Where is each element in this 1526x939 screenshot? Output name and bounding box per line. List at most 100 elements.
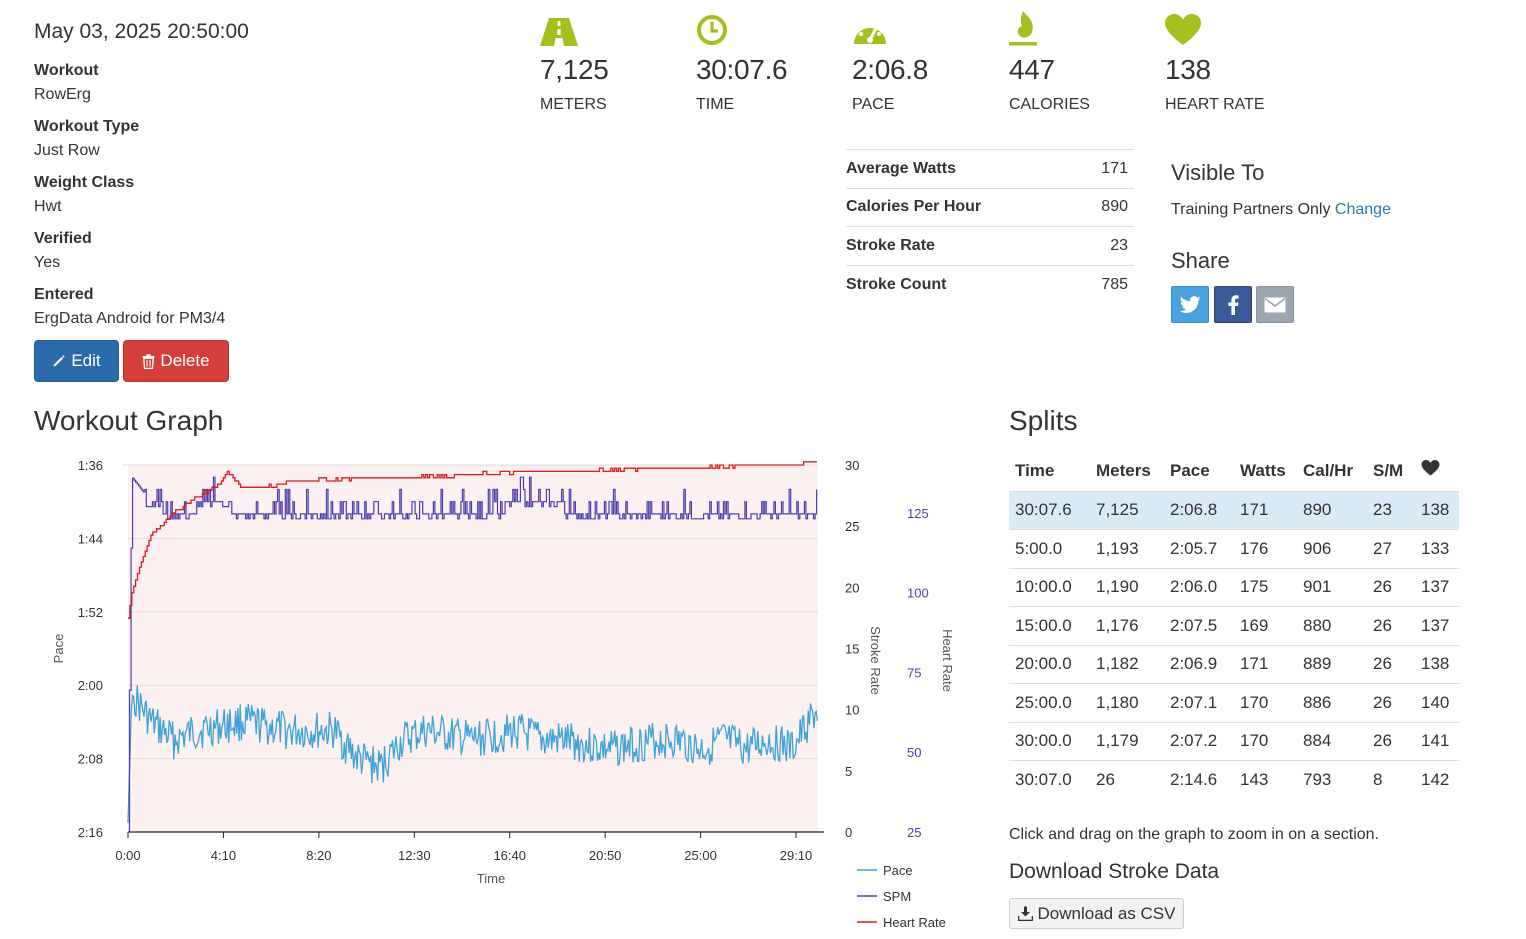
stat-value: 7,125 (540, 54, 609, 85)
heart-icon (1165, 10, 1315, 46)
split-cell: 171 (1234, 490, 1297, 530)
workout-graph[interactable]: 1:36 1:44 1:52 2:00 2:08 2:16 0:00 4:10 8:20 12:3… (0, 440, 990, 939)
heart-rate-tick-label: 125 (907, 506, 929, 521)
split-cell: 137 (1415, 567, 1459, 607)
splits-title: Splits (1009, 405, 1078, 436)
split-cell: 1,190 (1090, 567, 1164, 607)
stat-label: Pace (852, 96, 895, 113)
split-cell: 889 (1297, 644, 1367, 684)
split-cell: 175 (1234, 567, 1297, 607)
detail-value: Just Row (34, 142, 100, 159)
split-cell: 26 (1367, 567, 1415, 607)
heart-rate-tick-label: 75 (907, 665, 921, 680)
split-cell: 26 (1367, 683, 1415, 722)
detail-label: Weight Class (34, 174, 135, 191)
splits-row: 30:07.0 26 2:14.6 143 793 8 142 (1009, 760, 1459, 799)
download-csv-button[interactable]: Download as CSV (1009, 898, 1184, 929)
column-header: Cal/Hr (1303, 460, 1354, 480)
stat-heart-rate: 138 Heart Rate (1165, 10, 1315, 114)
split-cell: 138 (1415, 490, 1459, 530)
column-header: Meters (1096, 460, 1151, 480)
metrics-table: Average Watts 171 Calories Per Hour 890 … (846, 149, 1134, 304)
delete-button[interactable]: Delete (123, 340, 229, 382)
stat-value: 2:06.8 (852, 54, 929, 85)
split-cell: 141 (1415, 721, 1459, 761)
legend-spm-label: SPM (883, 889, 911, 904)
metric-row: Average Watts 171 (846, 149, 1134, 188)
x-tick-label: 20:50 (589, 848, 622, 863)
x-tick-label: 16:40 (493, 848, 526, 863)
split-cell: 176 (1234, 529, 1297, 568)
stroke-rate-tick-label: 5 (845, 764, 852, 779)
x-axis-label: Time (477, 871, 505, 886)
splits-table: Time Meters Pace Watts Cal/Hr S/M 30:07.… (1009, 451, 1459, 799)
split-cell: 8 (1367, 760, 1415, 799)
split-cell: 906 (1297, 529, 1367, 568)
edit-button-label: Edit (71, 351, 101, 370)
workout-graph-title: Workout Graph (34, 405, 224, 436)
column-header: S/M (1373, 460, 1404, 480)
share-email-button[interactable] (1256, 286, 1294, 323)
split-cell: 23 (1367, 490, 1415, 530)
stat-label: Time (696, 96, 735, 113)
split-cell: 137 (1415, 606, 1459, 645)
split-cell: 20:00.0 (1009, 644, 1090, 684)
stat-value: 138 (1165, 54, 1211, 85)
metric-row: Stroke Count 785 (846, 264, 1134, 304)
metric-label: Stroke Rate (846, 226, 1078, 265)
share-title: Share (1171, 248, 1230, 273)
split-cell: 142 (1415, 760, 1459, 799)
delete-button-label: Delete (160, 351, 210, 370)
metric-row: Stroke Rate 23 (846, 226, 1134, 265)
twitter-icon (1179, 295, 1201, 313)
stat-label: Meters (540, 96, 607, 113)
share-twitter-button[interactable] (1171, 286, 1209, 323)
pencil-icon (53, 355, 66, 367)
split-cell: 884 (1297, 721, 1367, 761)
stroke-rate-tick-label: 10 (845, 703, 859, 718)
stroke-rate-tick-label: 0 (845, 825, 852, 840)
heart-rate-tick-label: 50 (907, 745, 921, 760)
pace-tick-label: 2:16 (78, 825, 103, 840)
x-tick-label: 0:00 (115, 848, 140, 863)
detail-label: Entered (34, 286, 94, 303)
heart-rate-tick-label: 100 (907, 586, 929, 601)
visible-to-title: Visible To (1171, 160, 1265, 185)
share-facebook-button[interactable] (1214, 286, 1252, 323)
pace-tick-label: 1:44 (78, 531, 103, 546)
split-cell: 170 (1234, 721, 1297, 761)
split-cell: 793 (1297, 760, 1367, 799)
split-cell: 886 (1297, 683, 1367, 722)
column-header: Pace (1170, 460, 1210, 480)
split-cell: 1,179 (1090, 721, 1164, 761)
split-cell: 2:05.7 (1164, 529, 1234, 568)
legend-pace-label: Pace (883, 863, 913, 878)
split-cell: 1,180 (1090, 683, 1164, 722)
clock-icon (696, 10, 846, 46)
pace-tick-label: 1:52 (78, 605, 103, 620)
splits-row: 10:00.0 1,190 2:06.0 175 901 26 137 (1009, 567, 1459, 607)
envelope-icon (1264, 297, 1286, 312)
split-cell: 901 (1297, 567, 1367, 607)
pace-axis-label: Pace (51, 634, 66, 664)
splits-row: 15:00.0 1,176 2:07.5 169 880 26 137 (1009, 606, 1459, 645)
split-cell: 890 (1297, 490, 1367, 530)
split-cell: 2:14.6 (1164, 760, 1234, 799)
stat-meters: 7,125 Meters (540, 10, 690, 114)
detail-entered: Entered ErgData Android for PM3/4 (34, 286, 454, 342)
workout-date: May 03, 2025 20:50:00 (34, 20, 249, 43)
detail-label: Workout Type (34, 118, 140, 135)
spm-line (128, 476, 818, 833)
split-cell: 30:07.0 (1009, 760, 1090, 799)
metric-value: 23 (1077, 226, 1134, 265)
detail-label: Verified (34, 230, 92, 247)
x-tick-label: 8:20 (306, 848, 331, 863)
split-cell: 169 (1234, 606, 1297, 645)
change-visibility-link[interactable]: Change (1334, 201, 1391, 218)
stat-label: Heart Rate (1165, 96, 1265, 113)
pace-line (127, 685, 819, 823)
edit-button[interactable]: Edit (34, 340, 119, 382)
metric-label: Stroke Count (846, 264, 1078, 304)
split-cell: 170 (1234, 683, 1297, 722)
split-cell: 26 (1090, 760, 1164, 799)
